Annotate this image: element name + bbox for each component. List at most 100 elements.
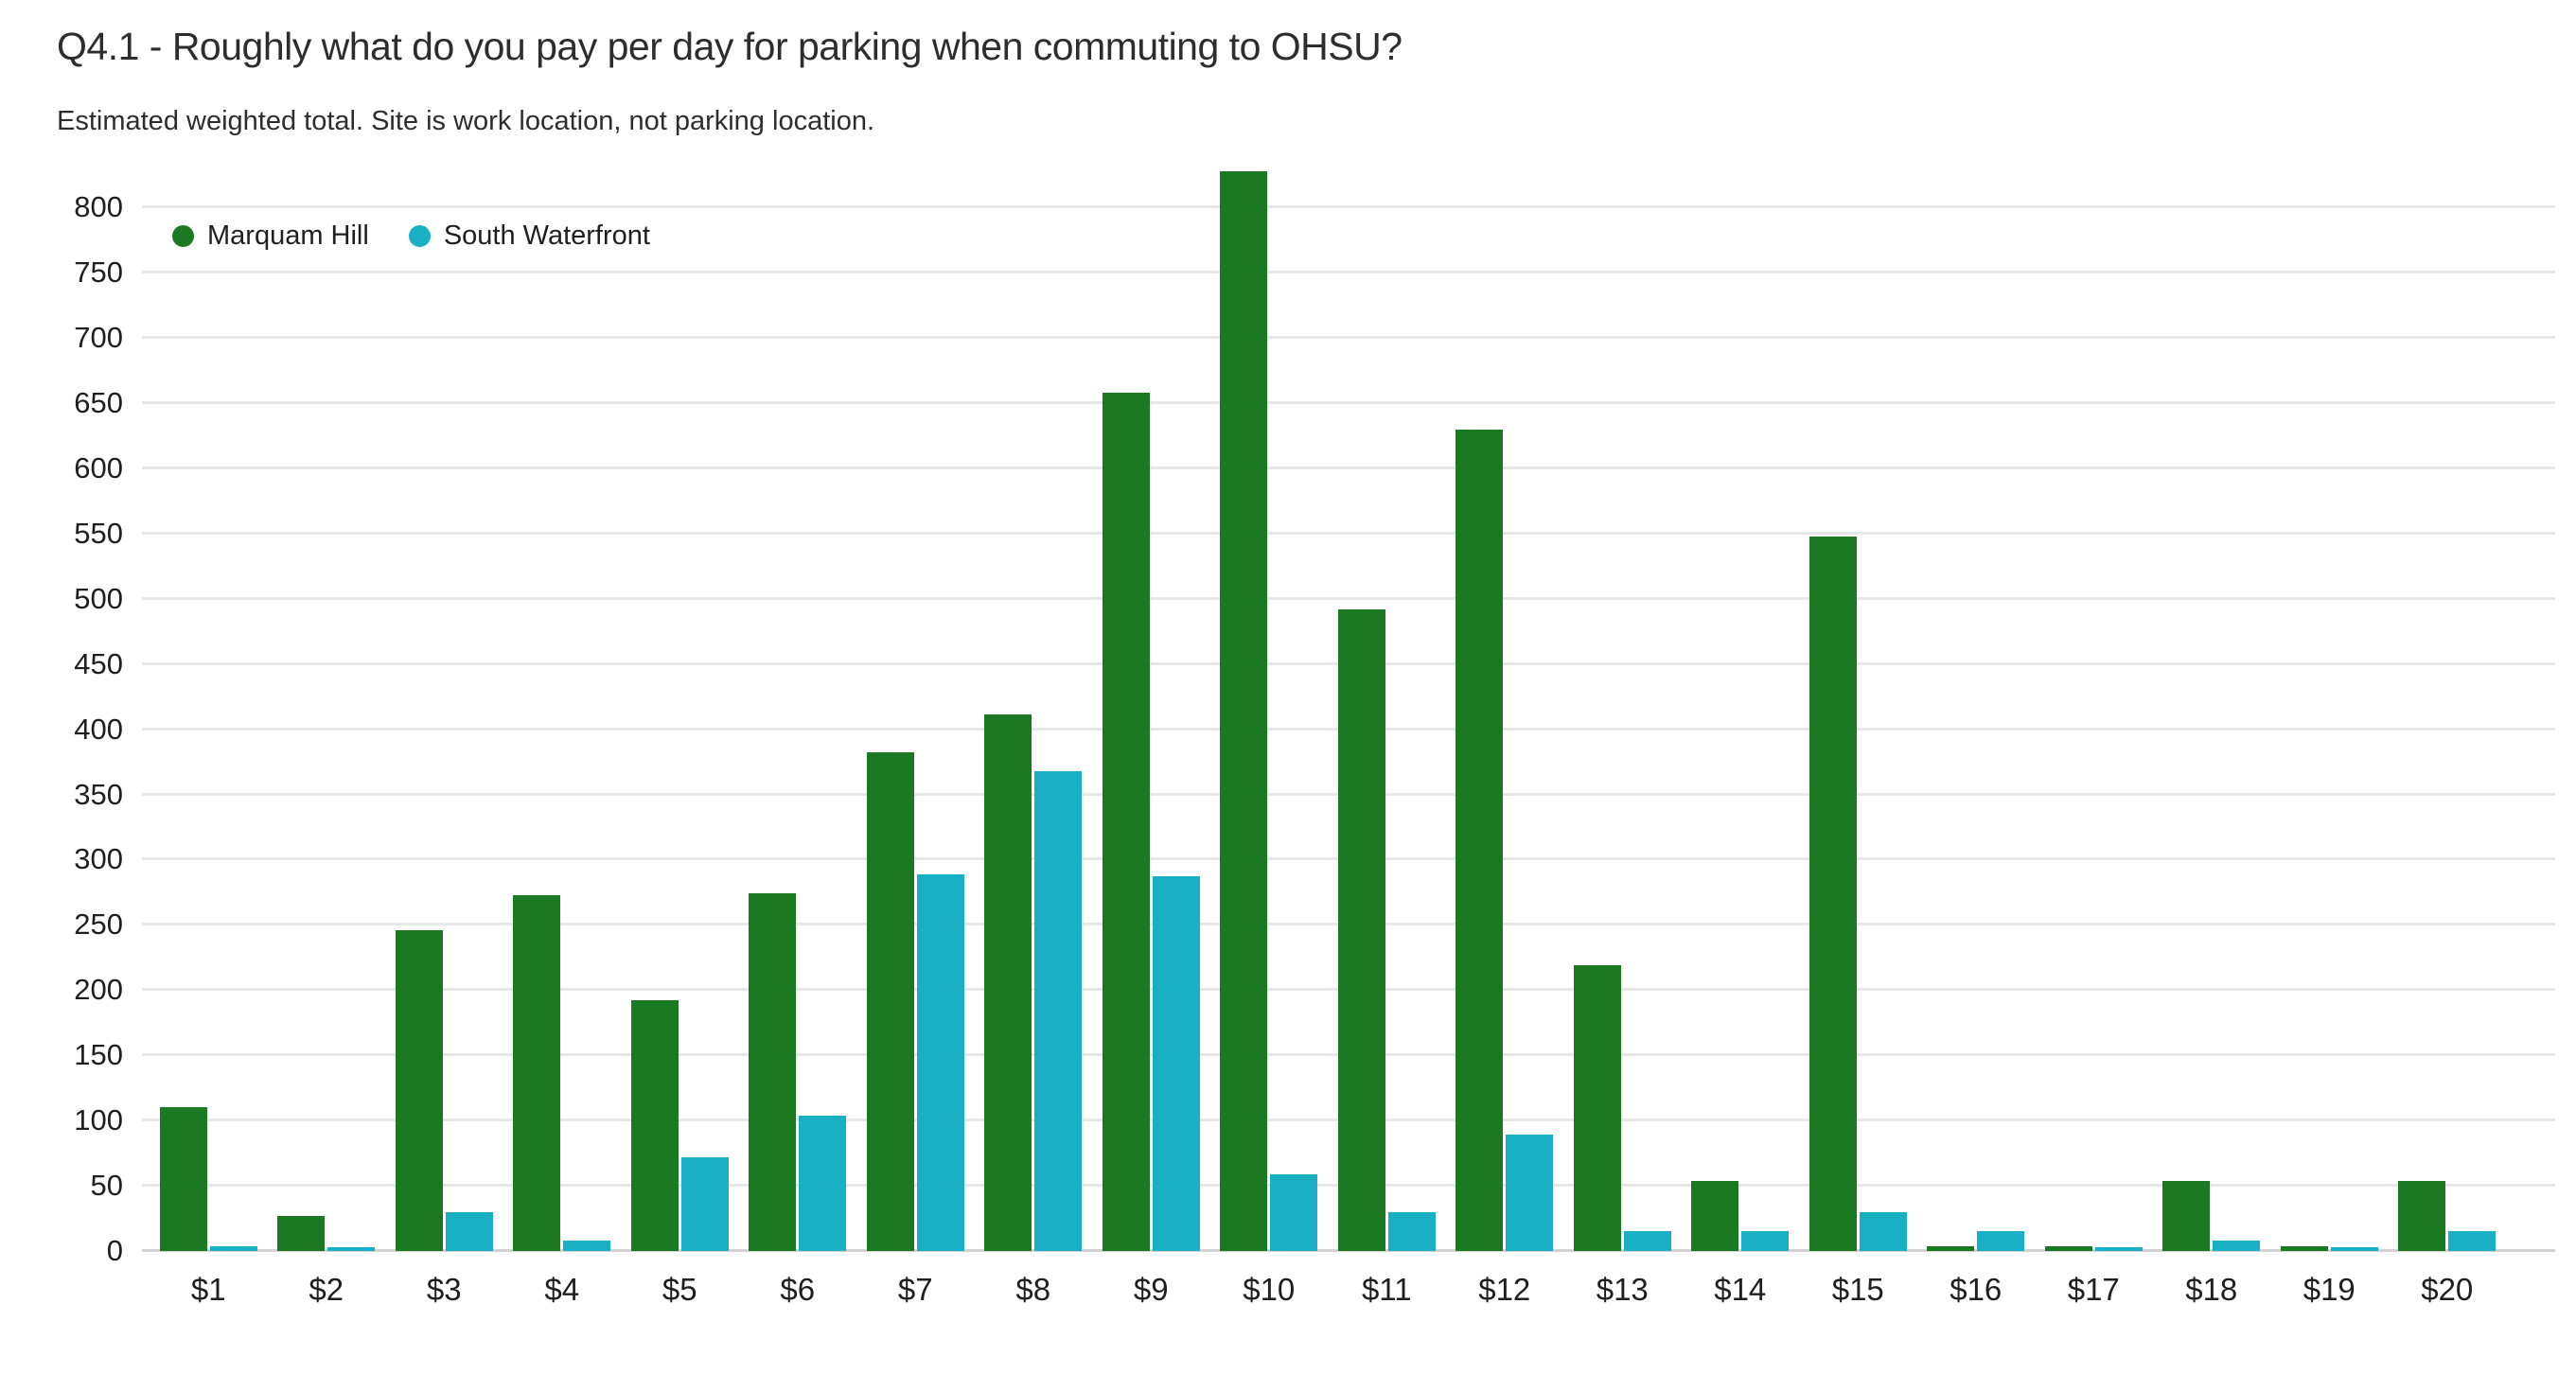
y-tick-label-550: 550 [74,516,123,550]
bar-south-waterfront-usd1 [209,1245,257,1251]
bar-marquam-hill-usd12 [1456,429,1504,1251]
bar-marquam-hill-usd1 [159,1107,207,1251]
chart-title: Q4.1 - Roughly what do you pay per day f… [57,25,1403,68]
bar-marquam-hill-usd7 [866,752,914,1251]
x-tick-label-usd1: $1 [190,1272,226,1307]
bar-marquam-hill-usd3 [395,929,443,1251]
bar-marquam-hill-usd13 [1573,965,1621,1251]
bar-group-usd6: $6 [739,162,857,1307]
bar-marquam-hill-usd9 [1102,393,1150,1251]
bar-south-waterfront-usd10 [1270,1173,1318,1251]
y-tick-label-650: 650 [74,386,123,419]
bar-marquam-hill-usd11 [1337,608,1385,1251]
bar-group-usd11: $11 [1328,162,1446,1307]
bar-south-waterfront-usd19 [2330,1246,2378,1251]
bar-south-waterfront-usd16 [1977,1231,2025,1251]
bar-group-usd1: $1 [150,162,268,1307]
bar-south-waterfront-usd5 [680,1156,729,1251]
bar-group-usd13: $13 [1563,162,1682,1307]
y-tick-label-300: 300 [74,842,123,876]
x-tick-label-usd18: $18 [2185,1272,2238,1307]
x-tick-label-usd3: $3 [426,1272,462,1307]
x-tick-label-usd17: $17 [2067,1272,2120,1307]
bar-south-waterfront-usd8 [1034,770,1083,1251]
y-tick-label-50: 50 [90,1169,123,1203]
x-tick-label-usd20: $20 [2421,1272,2474,1307]
y-tick-label-600: 600 [74,450,123,484]
bar-group-usd5: $5 [621,162,739,1307]
bar-marquam-hill-usd18 [2162,1180,2211,1251]
bar-marquam-hill-usd5 [630,1000,679,1251]
bar-marquam-hill-usd10 [1220,170,1268,1251]
bar-south-waterfront-usd12 [1506,1135,1554,1251]
x-tick-label-usd12: $12 [1478,1272,1531,1307]
bar-south-waterfront-usd11 [1387,1211,1436,1251]
legend: Marquam Hill South Waterfront [172,220,650,252]
bar-group-usd2: $2 [268,162,386,1307]
bar-group-usd17: $17 [2035,162,2153,1307]
legend-label: South Waterfront [443,220,650,251]
legend-swatch-icon [408,225,431,247]
bar-marquam-hill-usd2 [277,1215,326,1251]
gridline-550 [142,531,2555,535]
bar-marquam-hill-usd8 [984,714,1032,1251]
y-tick-label-350: 350 [74,777,123,811]
y-tick-label-450: 450 [74,646,123,680]
y-tick-label-0: 0 [106,1234,123,1267]
bar-marquam-hill-usd6 [749,893,797,1251]
bar-south-waterfront-usd14 [1741,1231,1790,1251]
bar-south-waterfront-usd2 [327,1246,376,1251]
bar-group-usd18: $18 [2153,162,2271,1307]
bar-group-usd9: $9 [1092,162,1210,1307]
bar-group-usd20: $20 [2389,162,2507,1307]
bar-marquam-hill-usd20 [2398,1180,2446,1251]
bar-south-waterfront-usd13 [1623,1231,1671,1251]
gridline-700 [142,336,2555,340]
gridline-600 [142,466,2555,469]
bar-group-usd8: $8 [975,162,1093,1307]
bar-south-waterfront-usd6 [799,1115,847,1251]
x-tick-label-usd6: $6 [780,1272,816,1307]
bar-group-usd12: $12 [1446,162,1564,1307]
gridline-750 [142,271,2555,274]
plot-area: Marquam Hill South Waterfront 0 50 100 150 2… [74,162,2555,1307]
x-tick-label-usd11: $11 [1361,1272,1412,1307]
x-tick-label-usd2: $2 [309,1272,344,1307]
bar-marquam-hill-usd16 [1927,1245,1975,1251]
y-tick-label-800: 800 [74,190,123,224]
x-tick-label-usd8: $8 [1015,1272,1051,1307]
legend-item-marquam-hill[interactable]: Marquam Hill [172,220,369,252]
bar-marquam-hill-usd19 [2280,1245,2328,1251]
bar-group-usd14: $14 [1682,162,1800,1307]
x-tick-label-usd14: $14 [1714,1272,1767,1307]
y-tick-label-250: 250 [74,907,123,942]
y-tick-label-150: 150 [74,1038,123,1072]
bar-south-waterfront-usd17 [2094,1246,2143,1251]
bar-group-usd4: $4 [503,162,622,1307]
y-tick-label-400: 400 [74,712,123,746]
x-tick-label-usd15: $15 [1831,1272,1884,1307]
x-tick-label-usd5: $5 [662,1272,697,1307]
bar-marquam-hill-usd15 [1808,536,1857,1251]
x-tick-label-usd19: $19 [2303,1272,2355,1307]
bar-south-waterfront-usd3 [445,1211,493,1251]
bar-marquam-hill-usd4 [513,894,561,1251]
bar-group-usd3: $3 [385,162,503,1307]
legend-swatch-icon [172,225,194,247]
x-tick-label-usd16: $16 [1950,1272,2003,1307]
y-tick-label-100: 100 [74,1103,123,1137]
gridline-500 [142,596,2555,600]
legend-label: Marquam Hill [207,220,369,251]
x-tick-label-usd13: $13 [1596,1272,1649,1307]
bar-south-waterfront-usd9 [1152,876,1200,1251]
bar-group-usd7: $7 [856,162,975,1307]
y-tick-label-750: 750 [74,255,123,290]
bar-marquam-hill-usd17 [2044,1245,2092,1251]
x-tick-label-usd9: $9 [1133,1272,1169,1307]
bar-group-usd10: $10 [1210,162,1329,1307]
bar-group-usd16: $16 [1917,162,2036,1307]
x-tick-label-usd7: $7 [897,1272,933,1307]
x-tick-label-usd4: $4 [544,1272,580,1307]
legend-item-south-waterfront[interactable]: South Waterfront [408,220,650,252]
